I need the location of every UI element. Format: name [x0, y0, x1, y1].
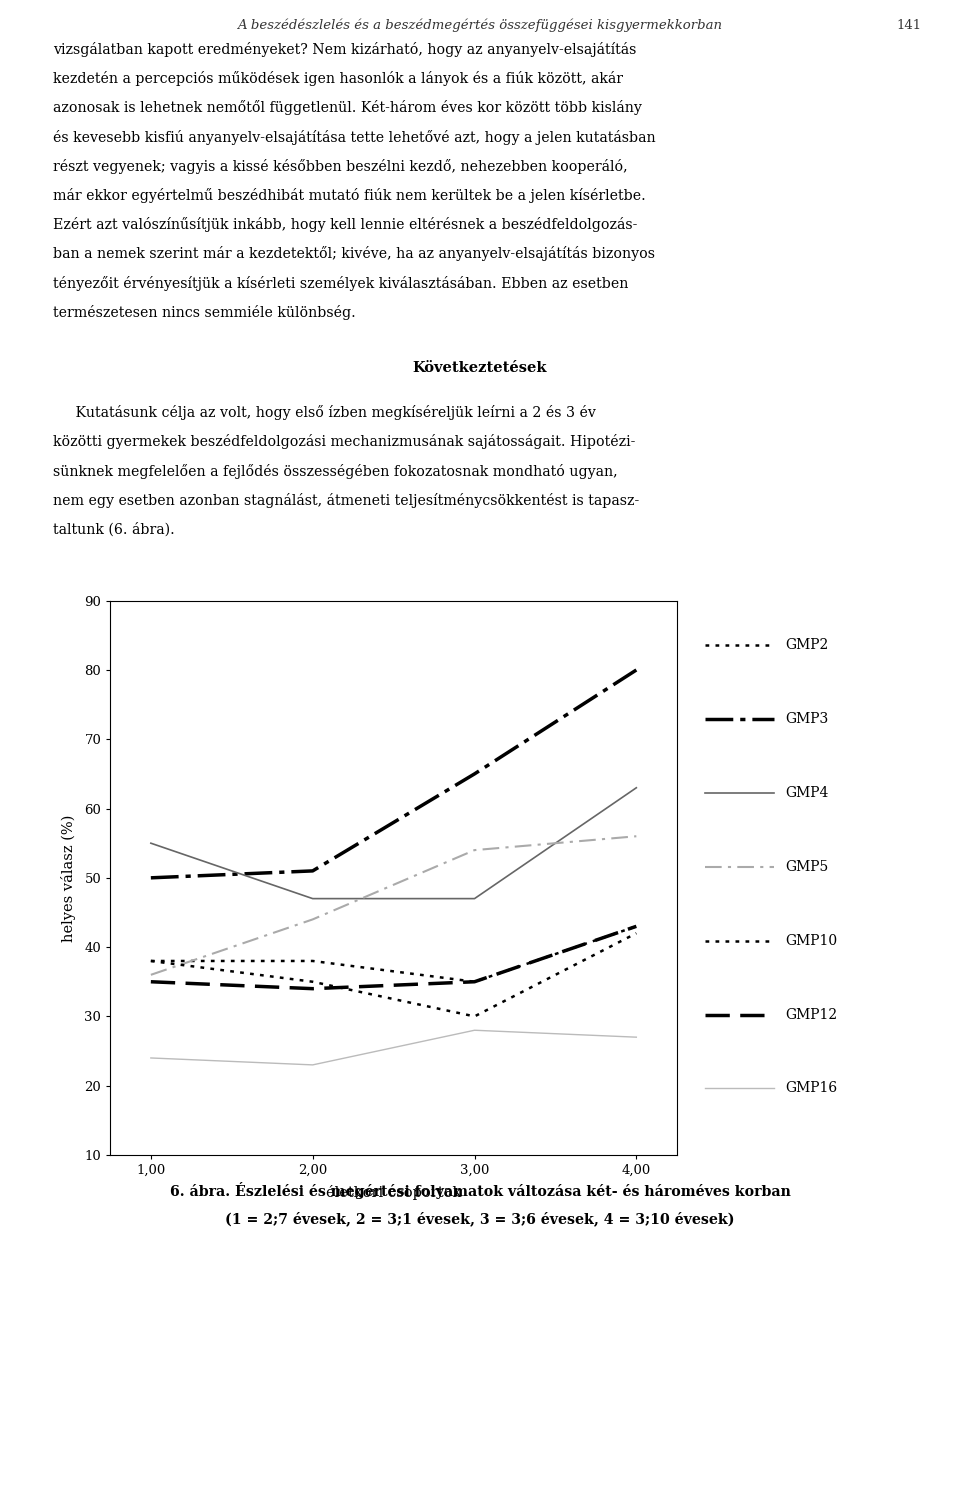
- Text: Következtetések: Következtetések: [413, 361, 547, 374]
- Text: Ezért azt valószínűsítjük inkább, hogy kell lennie eltérésnek a beszédfeldolgozá: Ezért azt valószínűsítjük inkább, hogy k…: [53, 217, 637, 232]
- Text: természetesen nincs semmiéle különbség.: természetesen nincs semmiéle különbség.: [53, 304, 355, 321]
- Text: sünknek megfelelően a fejlődés összességében fokozatosnak mondható ugyan,: sünknek megfelelően a fejlődés összesség…: [53, 463, 617, 479]
- Text: GMP12: GMP12: [785, 1008, 837, 1022]
- Text: GMP16: GMP16: [785, 1082, 837, 1095]
- Text: részt vegyenek; vagyis a kissé későbben beszélni kezdő, nehezebben kooperáló,: részt vegyenek; vagyis a kissé későbben …: [53, 159, 628, 174]
- Text: már ekkor egyértelmű beszédhibát mutató fiúk nem kerültek be a jelen kísérletbe.: már ekkor egyértelmű beszédhibát mutató …: [53, 187, 645, 204]
- Text: kezdetén a percepciós működések igen hasonlók a lányok és a fiúk között, akár: kezdetén a percepciós működések igen has…: [53, 70, 623, 87]
- Text: és kevesebb kisfiú anyanyelv-elsajátítása tette lehetővé azt, hogy a jelen kutat: és kevesebb kisfiú anyanyelv-elsajátítás…: [53, 129, 656, 145]
- Text: 6. ábra. Észlelési és megértési folyamatok változása két- és hároméves korban: 6. ábra. Észlelési és megértési folyamat…: [170, 1182, 790, 1198]
- Text: vizsgálatban kapott eredményeket? Nem kizárható, hogy az anyanyelv-elsajátítás: vizsgálatban kapott eredményeket? Nem ki…: [53, 42, 636, 57]
- Text: taltunk (6. ábra).: taltunk (6. ábra).: [53, 521, 175, 536]
- Text: GMP4: GMP4: [785, 786, 828, 800]
- Text: GMP2: GMP2: [785, 638, 828, 652]
- Text: nem egy esetben azonban stagnálást, átmeneti teljesítménycsökkentést is tapasz-: nem egy esetben azonban stagnálást, átme…: [53, 493, 639, 508]
- Text: A beszédészlelés és a beszédmegértés összefüggései kisgyermekkorban: A beszédészlelés és a beszédmegértés öss…: [237, 18, 723, 33]
- Text: Kutatásunk célja az volt, hogy első ízben megkíséreljük leírni a 2 és 3 év: Kutatásunk célja az volt, hogy első ízbe…: [53, 404, 595, 421]
- Text: ban a nemek szerint már a kezdetektől; kivéve, ha az anyanyelv-elsajátítás bizon: ban a nemek szerint már a kezdetektől; k…: [53, 246, 655, 262]
- Y-axis label: helyes válasz (%): helyes válasz (%): [61, 813, 76, 942]
- Text: (1 = 2;7 évesek, 2 = 3;1 évesek, 3 = 3;6 évesek, 4 = 3;10 évesek): (1 = 2;7 évesek, 2 = 3;1 évesek, 3 = 3;6…: [226, 1210, 734, 1225]
- Text: közötti gyermekek beszédfeldolgozási mechanizmusának sajátosságait. Hipotézi-: közötti gyermekek beszédfeldolgozási mec…: [53, 434, 636, 449]
- Text: GMP3: GMP3: [785, 712, 828, 727]
- Text: GMP10: GMP10: [785, 933, 837, 948]
- Text: azonosak is lehetnek nemőtől függetlenül. Két-három éves kor között több kislány: azonosak is lehetnek nemőtől függetlenül…: [53, 100, 641, 115]
- Text: tényezőit érvényesítjük a kísérleti személyek kiválasztásában. Ebben az esetben: tényezőit érvényesítjük a kísérleti szem…: [53, 276, 628, 291]
- X-axis label: életkori csoportok: életkori csoportok: [325, 1185, 462, 1200]
- Text: GMP5: GMP5: [785, 860, 828, 873]
- Text: 141: 141: [897, 18, 922, 31]
